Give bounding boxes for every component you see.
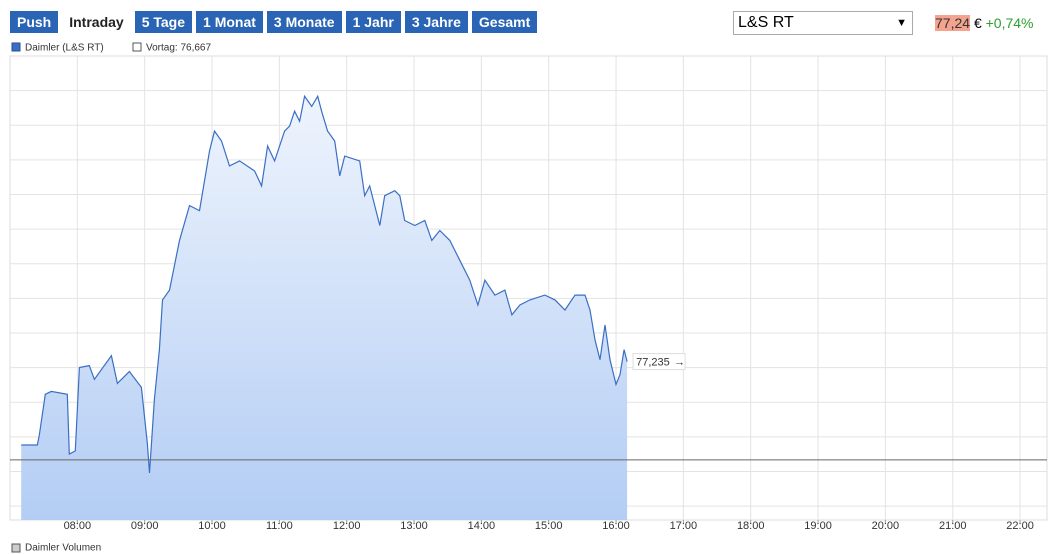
range-button[interactable]: 3 Jahre [404, 11, 468, 33]
range-button[interactable]: 1 Monat [196, 11, 263, 33]
x-tick-label: 18:00 [737, 520, 765, 532]
x-tick-label: 10:00 [198, 520, 226, 532]
legend-label: Vortag: 76,667 [146, 43, 211, 54]
x-tick-label: 15:00 [535, 520, 563, 532]
range-button[interactable]: Gesamt [471, 11, 538, 33]
range-button[interactable]: 1 Jahr [345, 11, 401, 33]
x-tick-label: 16:00 [602, 520, 630, 532]
legend-label: Daimler Volumen [25, 543, 101, 554]
x-tick-label: 17:00 [670, 520, 698, 532]
line [21, 94, 628, 473]
currency: € [973, 15, 982, 31]
annotation-box [632, 353, 686, 371]
range-button[interactable]: 3 Monate [266, 11, 342, 33]
x-tick-label: 21:00 [939, 520, 967, 532]
area [21, 96, 628, 521]
price: 77,24 [935, 15, 971, 31]
x-tick-label: 20:00 [872, 520, 900, 532]
legend-label: Daimler (L&S RT) [25, 43, 104, 54]
x-tick-label: 13:00 [400, 520, 428, 532]
legend-swatch [11, 543, 21, 553]
quote: 77,24 € +0,74% [935, 13, 1034, 33]
legend-swatch [132, 42, 142, 52]
range-button[interactable]: Intraday [62, 11, 131, 33]
x-tick-label: 11:00 [266, 520, 293, 532]
x-tick-label: 12:00 [333, 520, 361, 532]
annotation-label: 77,235 [636, 356, 670, 368]
range-button[interactable]: 5 Tage [134, 11, 193, 33]
legend-swatch [11, 42, 21, 52]
x-tick-label: 09:00 [131, 520, 159, 532]
dropdown-arrow: ▼ [896, 17, 907, 29]
x-tick-label: 22:00 [1006, 520, 1034, 532]
exchange-label: L&S RT [738, 14, 794, 31]
change: +0,74% [985, 15, 1034, 31]
annotation-arrow: → [674, 356, 685, 368]
x-tick-label: 14:00 [468, 520, 496, 532]
x-tick-label: 19:00 [804, 520, 832, 532]
x-tick-label: 08:00 [64, 520, 92, 532]
range-buttons: Push Intraday 5 Tage 1 Monat 3 Monate 1 Jahr 3… [10, 11, 538, 33]
exchange-select[interactable]: L&S RT ▼ [733, 11, 913, 35]
range-button[interactable]: Push [10, 11, 59, 33]
